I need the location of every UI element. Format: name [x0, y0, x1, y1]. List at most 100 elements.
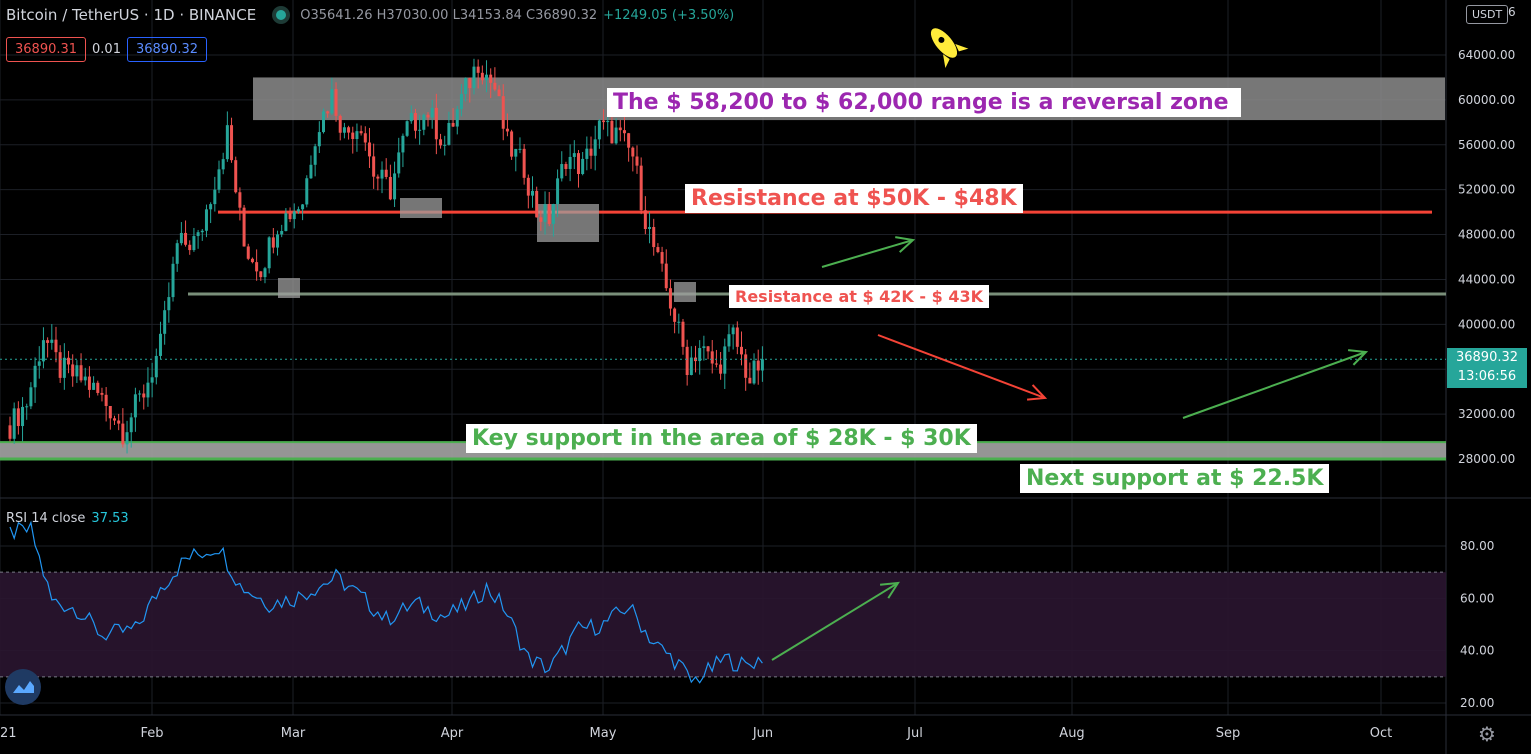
- rsi-band: [0, 572, 1446, 677]
- key-support-label[interactable]: Key support in the area of $ 28K - $ 30K: [466, 424, 977, 453]
- candle-body: [526, 177, 530, 196]
- candle-body: [217, 169, 221, 190]
- candle-body: [16, 408, 20, 427]
- candle-body: [29, 387, 33, 407]
- candle-body: [234, 160, 238, 193]
- rsi-tick-label: 80.00: [1460, 539, 1494, 553]
- candle-body: [150, 377, 154, 383]
- candle-body: [723, 346, 727, 374]
- candle-body: [184, 232, 188, 245]
- candle-body: [75, 365, 79, 377]
- candle-body: [535, 190, 539, 218]
- candle-body: [355, 131, 359, 139]
- candle-body: [62, 357, 66, 378]
- candle-body: [472, 66, 476, 89]
- highlight-box: [400, 198, 442, 218]
- symbol-title[interactable]: Bitcoin / TetherUS · 1D · BINANCE: [6, 6, 257, 24]
- currency-button[interactable]: USDT: [1466, 5, 1509, 24]
- candle-body: [568, 156, 572, 169]
- candle-body: [551, 204, 555, 224]
- candle-body: [301, 204, 305, 210]
- candle-body: [54, 339, 58, 353]
- candle-body: [639, 165, 643, 211]
- candle-body: [376, 176, 380, 179]
- candle-body: [230, 125, 234, 161]
- candle-body: [259, 271, 263, 278]
- buy-button[interactable]: 36890.32: [126, 37, 208, 62]
- candle-body: [380, 169, 384, 179]
- ohlc-values: O35641.26 H37030.00 L34153.84 C36890.32: [300, 8, 597, 23]
- candle-body: [735, 327, 739, 347]
- candle-body: [326, 111, 330, 114]
- next-support-label[interactable]: Next support at $ 22.5K: [1020, 464, 1330, 493]
- candle-body: [564, 164, 568, 169]
- candle-body: [305, 178, 309, 205]
- candle-body: [263, 268, 267, 278]
- candle-body: [67, 357, 71, 365]
- candle-body: [464, 78, 468, 95]
- candle-body: [267, 237, 271, 269]
- candle-body: [560, 164, 564, 179]
- sell-button[interactable]: 36890.31: [6, 37, 87, 62]
- candle-body: [317, 132, 321, 147]
- resistance-42k-label[interactable]: Resistance at $ 42K - $ 43K: [729, 285, 989, 308]
- rsi-value: 37.53: [91, 511, 129, 526]
- candle-body: [363, 133, 367, 143]
- rsi-label: RSI 14 close: [6, 511, 86, 526]
- tradingview-logo-icon[interactable]: [5, 669, 41, 705]
- candle-body: [489, 74, 493, 83]
- candle-body: [334, 89, 338, 116]
- candle-body: [689, 357, 693, 375]
- candle-body: [455, 109, 459, 127]
- candle-body: [673, 308, 677, 322]
- time-tick-label: Mar: [281, 726, 306, 741]
- candle-body: [255, 262, 259, 272]
- price-tick-label: 56000.00: [1458, 138, 1515, 152]
- candle-body: [581, 158, 585, 175]
- candle-body: [468, 78, 472, 89]
- candle-body: [614, 127, 618, 144]
- candle-body: [539, 217, 543, 222]
- rsi-legend[interactable]: RSI 14 close 37.53: [6, 511, 129, 526]
- candle-body: [142, 393, 146, 398]
- candle-body: [238, 192, 242, 208]
- time-tick-label: Apr: [441, 726, 464, 741]
- candle-body: [585, 148, 589, 159]
- candle-body: [593, 139, 597, 156]
- reversal-zone-label[interactable]: The $ 58,200 to $ 62,000 range is a reve…: [607, 88, 1241, 117]
- candle-body: [121, 423, 125, 445]
- candle-body: [752, 360, 756, 384]
- candle-body: [342, 127, 346, 133]
- candle-body: [631, 147, 635, 157]
- price-tick-label: 48000.00: [1458, 228, 1515, 242]
- candle-body: [677, 321, 681, 323]
- price-tick-label: 40000.00: [1458, 317, 1515, 331]
- candle-body: [322, 111, 325, 133]
- candle-body: [246, 246, 250, 259]
- low-value: L34153.84: [452, 7, 522, 23]
- candle-body: [372, 156, 376, 177]
- candlesticks: [0, 58, 1446, 454]
- candle-body: [83, 376, 87, 381]
- candle-body: [192, 236, 196, 251]
- candle-body: [401, 135, 405, 153]
- candle-body: [196, 232, 200, 237]
- rsi-line: [9, 520, 763, 684]
- resistance-50k-label[interactable]: Resistance at $50K - $48K: [685, 184, 1023, 213]
- candle-body: [330, 89, 334, 114]
- candle-body: [522, 148, 526, 178]
- candle-body: [37, 361, 41, 366]
- candle-body: [96, 382, 100, 393]
- spread-value: 0.01: [92, 42, 121, 57]
- gear-icon[interactable]: ⚙: [1478, 722, 1496, 746]
- candle-body: [485, 74, 489, 81]
- candle-body: [221, 159, 225, 170]
- candle-body: [133, 394, 137, 418]
- candle-body: [727, 334, 731, 347]
- candle-body: [660, 252, 664, 264]
- open-value: O35641.26: [300, 7, 373, 23]
- candle-body: [271, 237, 275, 248]
- candle-body: [480, 72, 484, 81]
- candle-body: [25, 406, 29, 408]
